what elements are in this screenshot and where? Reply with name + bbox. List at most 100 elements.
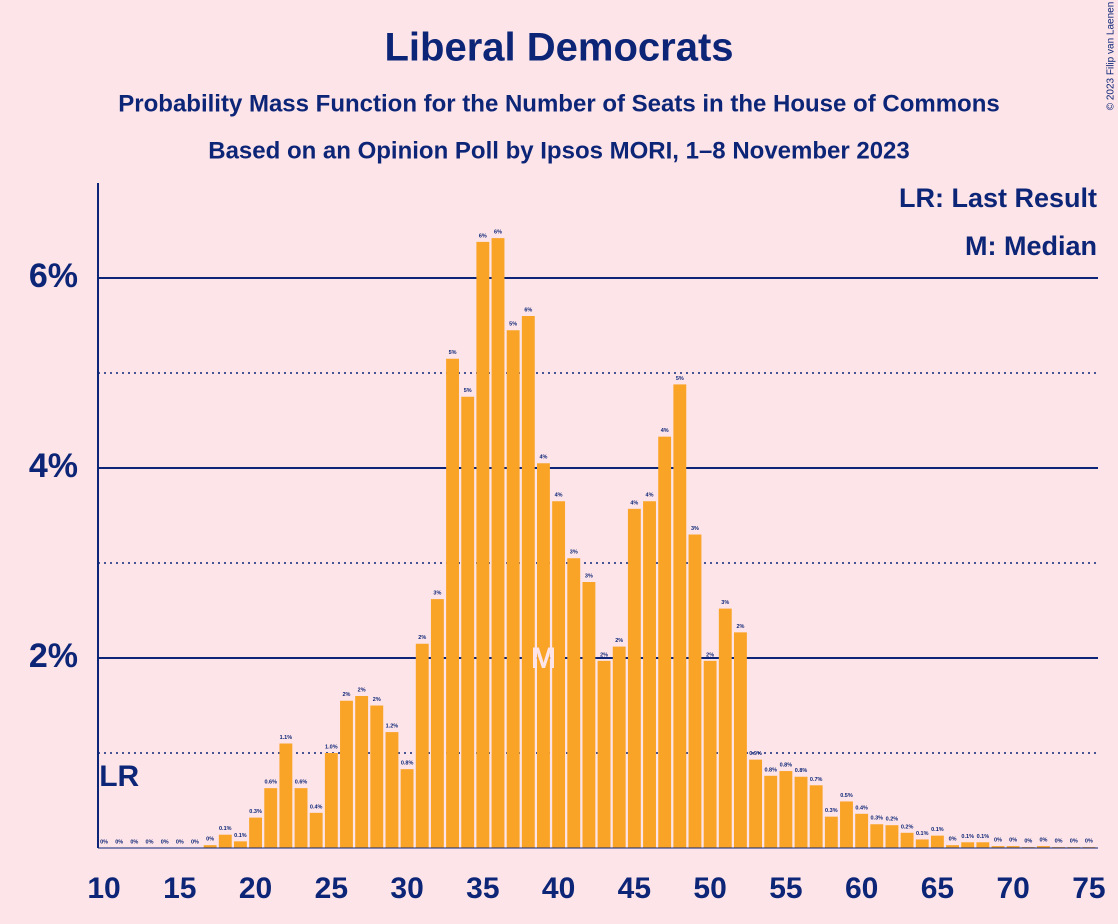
bar [688,534,702,848]
last-result-marker: LR [99,760,139,793]
data-label: 2% [343,692,351,698]
x-tick-label: 40 [542,872,575,905]
bar [885,825,899,848]
data-label: 3% [721,600,729,606]
data-label: 1.0% [325,744,338,750]
data-label: 4% [630,500,638,506]
data-label: 0.2% [886,817,899,823]
bar [824,816,838,848]
data-label: 0.3% [249,809,262,815]
data-label: 5% [464,388,472,394]
data-label: 0.8% [780,763,793,769]
bar [930,835,944,848]
data-label: 0.8% [401,761,414,767]
data-label: 4% [661,428,669,434]
x-tick-label: 65 [921,872,954,905]
bar [218,834,232,848]
data-label: 0.6% [295,780,308,786]
bar [627,508,641,848]
data-label: 3% [585,573,593,579]
chart-subtitle: Probability Mass Function for the Number… [118,90,999,117]
y-tick-label: 4% [29,447,78,485]
data-label: 0% [115,839,123,845]
bar [491,238,505,849]
data-label: 6% [494,230,502,236]
chart-title: Liberal Democrats [384,26,733,70]
data-label: 0% [1085,839,1093,845]
data-label: 0.4% [310,804,323,810]
data-label: 0.3% [825,808,838,814]
data-label: 0.6% [264,780,277,786]
data-label: 0% [130,839,138,845]
data-label: 5% [676,376,684,382]
data-label: 0.1% [234,833,247,839]
y-tick-label: 6% [29,257,78,295]
data-label: 0% [100,839,108,845]
data-label: 1.1% [280,735,293,741]
x-tick-label: 20 [239,872,272,905]
median-marker: M [531,642,556,675]
bar [400,769,414,848]
bar [446,358,459,848]
x-tick-label: 25 [315,872,348,905]
data-label: 0.3% [871,816,884,822]
bar [415,643,429,848]
data-label: 2% [600,652,608,658]
data-label: 0% [191,839,199,845]
bar [900,832,914,848]
y-tick-label: 2% [29,637,78,675]
data-label: 6% [524,307,532,313]
data-label: 0% [161,839,169,845]
data-label: 3% [691,526,699,532]
bar [279,743,293,848]
x-tick-label: 70 [996,872,1029,905]
data-label: 0.1% [219,826,232,832]
bar [355,696,369,848]
bar [476,241,490,848]
data-label: 0% [1039,838,1047,844]
data-label: 0% [176,839,184,845]
bar [1037,846,1050,848]
bar [324,753,338,848]
data-label: 2% [736,624,744,630]
data-label: 6% [479,233,487,239]
bar [309,812,323,848]
bar [961,842,975,848]
bar [552,501,566,848]
x-tick-label: 10 [87,872,120,905]
data-label: 0.1% [931,827,944,833]
x-tick-label: 60 [845,872,878,905]
x-tick-label: 50 [693,872,726,905]
bar [203,845,217,848]
x-tick-label: 35 [466,872,499,905]
data-label: 0.5% [840,793,853,799]
data-label: 0% [1070,839,1078,845]
data-label: 2% [373,697,381,703]
data-label: 0% [206,837,214,843]
bar [915,839,929,848]
bar [264,788,278,848]
data-label: 0.7% [810,777,823,783]
bar [567,558,581,848]
bar [643,501,656,848]
data-label: 4% [646,493,654,499]
bar [537,463,550,848]
x-tick-label: 30 [390,872,423,905]
bar [764,775,778,848]
x-tick-label: 55 [769,872,802,905]
bar [430,599,444,848]
bar [506,330,520,848]
data-label: 0.8% [764,767,777,773]
x-tick-label: 75 [1072,872,1105,905]
bar [294,788,308,848]
x-tick-label: 15 [163,872,196,905]
bar [658,436,672,848]
bar [340,700,353,848]
data-label: 1.2% [386,724,399,730]
x-tick-label: 45 [618,872,651,905]
bar [809,785,823,848]
bar [976,842,990,848]
data-label: 5% [449,350,457,356]
bar [733,632,747,848]
data-label: 0.4% [855,805,868,811]
